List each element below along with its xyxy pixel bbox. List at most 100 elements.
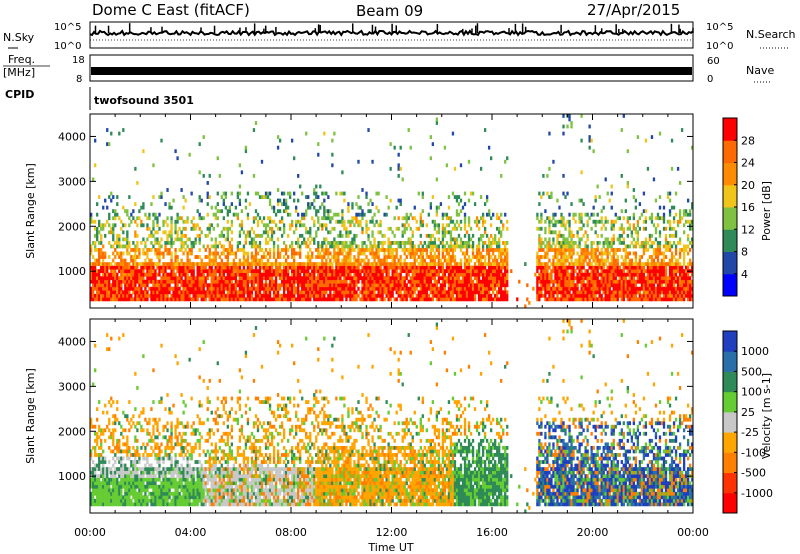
heatmap-cell (222, 216, 225, 221)
heatmap-cell (634, 255, 638, 259)
heatmap-cell (100, 223, 103, 228)
heatmap-cell (282, 209, 286, 214)
heatmap-cell (200, 216, 203, 221)
heatmap-cell (112, 279, 115, 284)
heatmap-cell (272, 209, 276, 214)
heatmap-cell (333, 240, 336, 245)
heatmap-cell (658, 205, 662, 210)
heatmap-cell (248, 262, 252, 266)
heatmap-cell (570, 230, 573, 235)
heatmap-cell (240, 248, 244, 252)
heatmap-cell (668, 240, 672, 245)
heatmap-cell (102, 255, 105, 259)
heatmap-cell (594, 198, 597, 203)
heatmap-cell (578, 216, 581, 221)
heatmap-cell (582, 276, 585, 281)
heatmap-cell (602, 272, 605, 277)
heatmap-cell (604, 251, 607, 256)
heatmap-cell (224, 286, 227, 291)
heatmap-cell (461, 283, 465, 288)
heatmap-cell (439, 269, 443, 274)
heatmap-cell (315, 279, 318, 284)
heatmap-cell (417, 272, 420, 277)
heatmap-cell (144, 286, 147, 291)
heatmap-cell (570, 262, 573, 266)
heatmap-cell (479, 255, 483, 259)
heatmap-cell (118, 279, 121, 284)
heatmap-cell (538, 258, 541, 263)
heatmap-cell (552, 237, 555, 242)
heatmap-cell (244, 272, 248, 277)
heatmap-cell (377, 272, 380, 277)
heatmap-cell (469, 279, 473, 284)
heatmap-cell (624, 265, 627, 270)
heatmap-cell (638, 276, 642, 281)
heatmap-cell (156, 283, 159, 288)
heatmap-cell (393, 258, 396, 263)
heatmap-cell (357, 276, 360, 281)
heatmap-cell (138, 216, 141, 221)
heatmap-cell (477, 269, 481, 274)
heatmap-cell (624, 293, 627, 298)
heatmap-cell (626, 272, 629, 277)
heatmap-cell (473, 276, 477, 281)
heatmap-cell (291, 269, 294, 274)
heatmap-cell (650, 240, 654, 245)
heatmap-cell (427, 255, 430, 259)
heatmap-cell (385, 248, 388, 252)
heatmap-cell (415, 283, 418, 288)
heatmap-cell (419, 255, 422, 259)
heatmap-cell (321, 283, 324, 288)
heatmap-cell (325, 286, 328, 291)
heatmap-cell (100, 286, 103, 291)
heatmap-cell (494, 286, 497, 291)
heatmap-cell (307, 195, 310, 199)
heatmap-cell (496, 248, 499, 252)
heatmap-cell (443, 230, 447, 235)
heatmap-cell (146, 216, 149, 221)
heatmap-cell (572, 279, 575, 284)
heatmap-cell (443, 276, 447, 281)
heatmap-cell (425, 269, 428, 274)
heatmap-cell (299, 276, 302, 281)
heatmap-cell (429, 262, 432, 266)
heatmap-cell (457, 276, 461, 281)
heatmap-cell (315, 233, 318, 238)
heatmap-cell (540, 269, 543, 274)
heatmap-cell (600, 293, 603, 298)
heatmap-cell (357, 262, 360, 266)
heatmap-cell (558, 290, 561, 295)
heatmap-cell (120, 251, 123, 256)
heatmap-cell (445, 251, 449, 256)
heatmap-cell (562, 219, 565, 224)
heatmap-cell (606, 244, 609, 249)
heatmap-cell (371, 283, 374, 288)
heatmap-cell (262, 293, 266, 298)
heatmap-cell (94, 297, 97, 302)
heatmap-cell (415, 293, 418, 298)
heatmap-cell (425, 244, 428, 249)
heatmap-cell (343, 265, 346, 270)
heatmap-cell (156, 230, 159, 235)
heatmap-cell (371, 265, 374, 270)
heatmap-cell (317, 195, 320, 199)
heatmap-cell (654, 255, 658, 259)
heatmap-cell (355, 297, 358, 302)
heatmap-cell (268, 202, 272, 207)
heatmap-cell (616, 279, 619, 284)
heatmap-cell (610, 293, 613, 298)
heatmap-cell (206, 293, 209, 298)
heatmap-cell (240, 272, 244, 277)
heatmap-cell (596, 272, 599, 277)
heatmap-cell (632, 265, 636, 270)
heatmap-cell (373, 290, 376, 295)
heatmap-cell (286, 269, 290, 274)
heatmap-cell (371, 293, 374, 298)
heatmap-cell (148, 233, 151, 238)
heatmap-cell (532, 286, 535, 291)
heatmap-cell (357, 219, 360, 224)
heatmap-cell (632, 195, 636, 199)
heatmap-cell (114, 290, 117, 295)
heatmap-cell (389, 290, 392, 295)
heatmap-cell (140, 290, 143, 295)
